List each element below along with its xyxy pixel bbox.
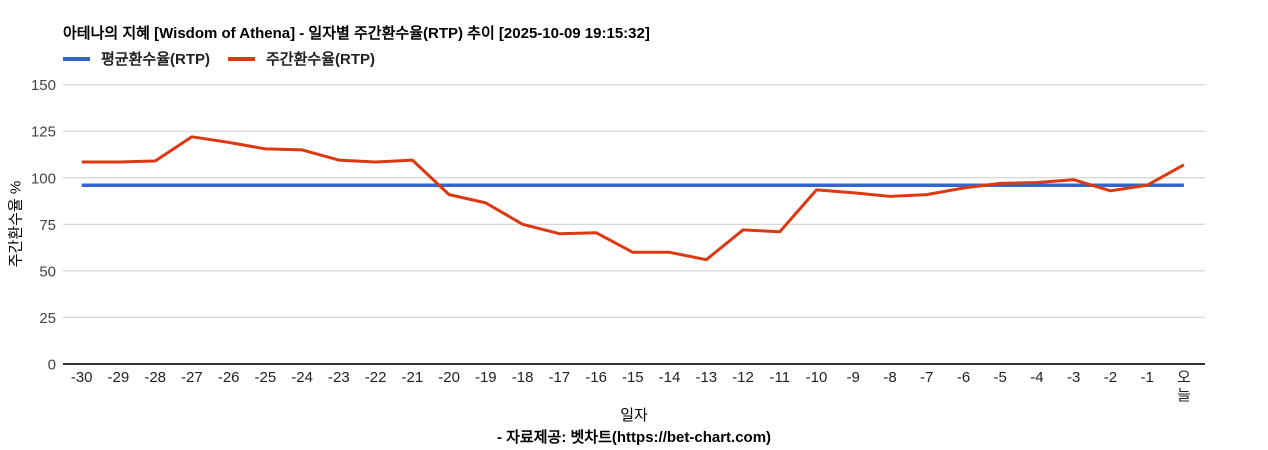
- x-tick-label: -16: [585, 369, 607, 386]
- x-tick-label: -4: [1030, 369, 1043, 386]
- y-tick-label: 150: [31, 77, 56, 94]
- x-tick-label: -3: [1067, 369, 1080, 386]
- x-tick-label: -11: [770, 369, 791, 386]
- y-tick-label: 100: [31, 170, 56, 187]
- legend-item-weekly[interactable]: 주간환수율(RTP): [228, 48, 375, 69]
- x-tick-label: -5: [994, 369, 1007, 386]
- chart-title: 아테나의 지혜 [Wisdom of Athena] - 일자별 주간환수율(R…: [63, 25, 650, 42]
- y-tick-label: 0: [48, 357, 56, 374]
- y-tick-label: 125: [31, 124, 56, 141]
- x-tick-label: -19: [475, 369, 497, 386]
- x-tick-label: -18: [512, 369, 534, 386]
- x-tick-label: -25: [255, 369, 277, 386]
- x-tick-label: -7: [920, 369, 933, 386]
- x-tick-label: -8: [883, 369, 896, 386]
- x-tick-label: -14: [659, 369, 681, 386]
- average-line-swatch-icon: [63, 56, 90, 61]
- y-tick-label: 25: [39, 310, 56, 327]
- x-tick-label: -6: [957, 369, 970, 386]
- x-tick-label: -15: [622, 369, 644, 386]
- x-tick-label: -30: [71, 369, 93, 386]
- legend-item-average[interactable]: 평균환수율(RTP): [63, 48, 210, 69]
- x-tick-label: -9: [847, 369, 860, 386]
- x-tick-label: -1: [1141, 369, 1154, 386]
- weekly-line-swatch-icon: [228, 56, 255, 61]
- y-tick-label: 50: [39, 263, 56, 280]
- x-tick-label: -21: [402, 369, 424, 386]
- legend-label-weekly: 주간환수율(RTP): [266, 51, 375, 68]
- x-tick-label: -27: [181, 369, 203, 386]
- x-tick-label: -24: [291, 369, 313, 386]
- x-axis-title: 일자: [620, 407, 648, 424]
- x-tick-label: -26: [218, 369, 240, 386]
- x-tick-label: -22: [365, 369, 387, 386]
- legend-label-average: 평균환수율(RTP): [101, 51, 210, 68]
- x-tick-label: -29: [108, 369, 130, 386]
- y-tick-label: 75: [39, 217, 56, 234]
- x-tick-label: -12: [732, 369, 754, 386]
- x-tick-label: -28: [144, 369, 166, 386]
- x-tick-label: -10: [806, 369, 828, 386]
- x-tick-label: -17: [548, 369, 570, 386]
- source-credit: - 자료제공: 벳차트(https://bet-chart.com): [496, 429, 772, 446]
- x-tick-label: -20: [438, 369, 460, 386]
- x-tick-label: -23: [328, 369, 350, 386]
- weekly-rtp-line[interactable]: [81, 135, 1185, 262]
- legend: 평균환수율(RTP) 주간환수율(RTP): [63, 48, 375, 69]
- x-tick-label: -13: [695, 369, 717, 386]
- x-tick-label: -2: [1104, 369, 1117, 386]
